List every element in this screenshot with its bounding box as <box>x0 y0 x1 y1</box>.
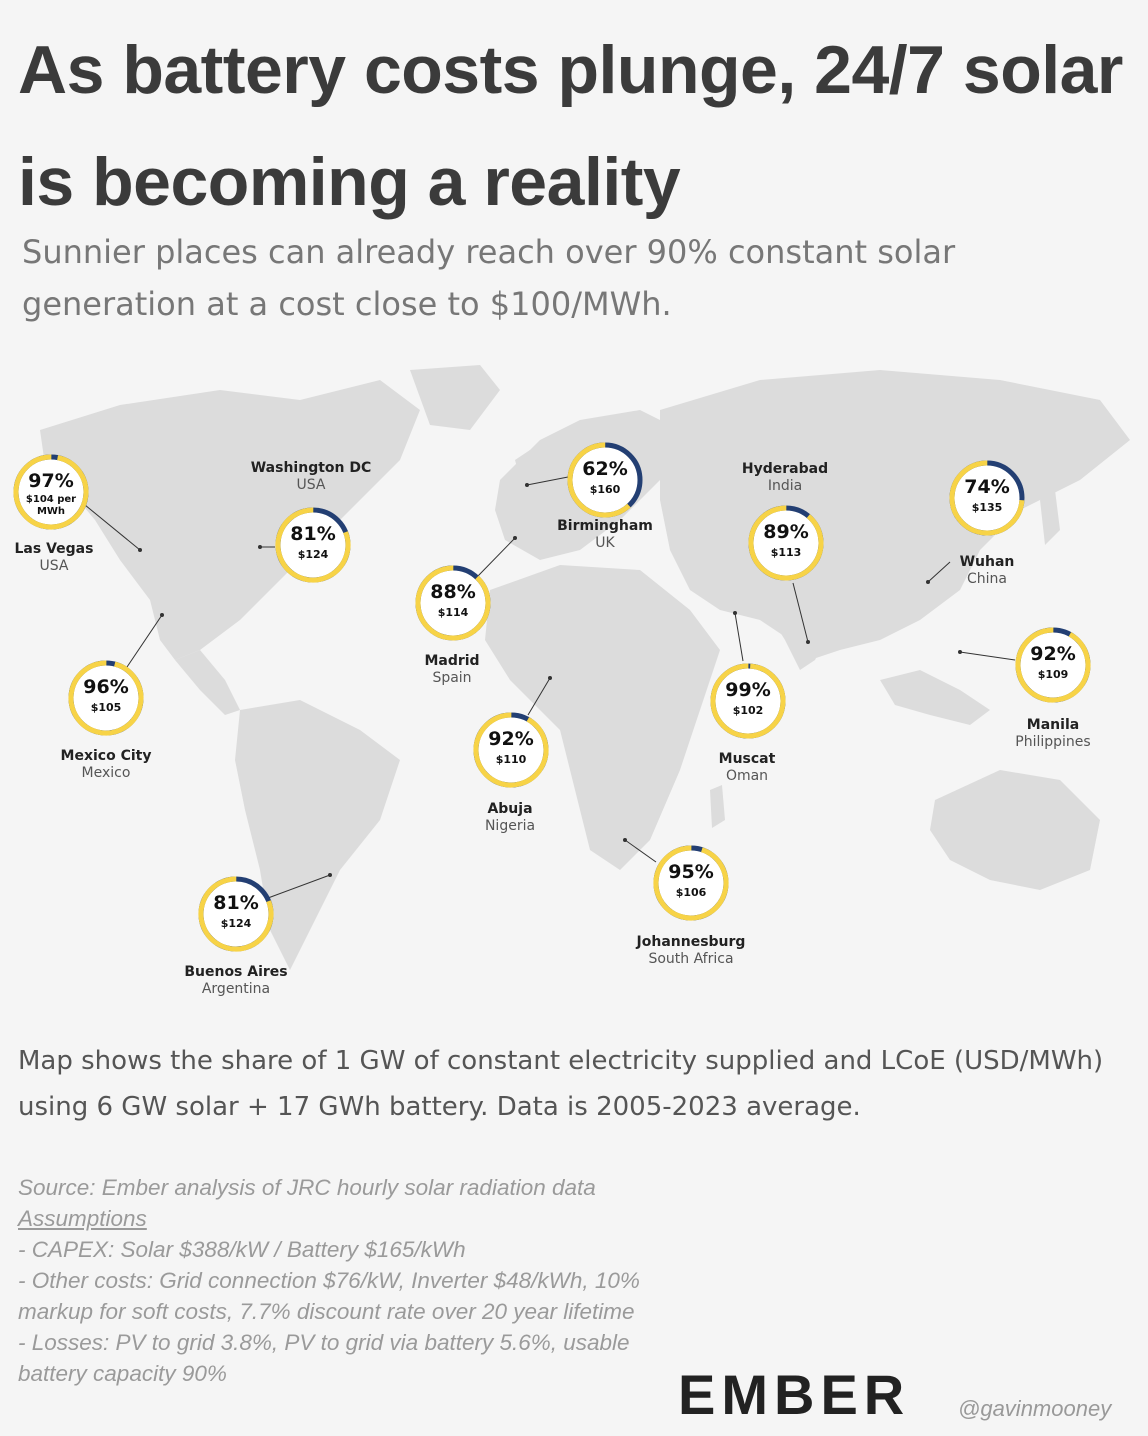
city-label-mexico-city: Mexico City Mexico <box>36 748 176 782</box>
marker-buenos-aires: 81% $124 <box>196 874 276 954</box>
share-label: 81% <box>213 892 259 914</box>
world-map: 97% $104 per MWh Las Vegas USA 81% $124 … <box>0 350 1148 1030</box>
ember-logo: EMBER <box>678 1363 911 1426</box>
city-label-las-vegas: Las Vegas USA <box>0 541 124 575</box>
country-name: India <box>767 478 803 494</box>
share-label: 88% <box>430 581 476 603</box>
country-name: USA <box>296 477 326 493</box>
city-label-madrid: Madrid Spain <box>382 653 522 687</box>
country-name: Nigeria <box>484 818 536 834</box>
cost-label: $124 <box>220 917 252 930</box>
country-name: Mexico <box>81 765 131 781</box>
city-name: Madrid <box>424 653 480 669</box>
assumption-item: - CAPEX: Solar $388/kW / Battery $165/kW… <box>18 1237 466 1262</box>
marker-manila: 92% $109 <box>1013 625 1093 705</box>
cost-label: $102 <box>732 704 764 717</box>
marker-birmingham: 62% $160 <box>565 440 645 520</box>
assumption-item: - Other costs: Grid connection $76/kW, I… <box>18 1268 640 1324</box>
country-name: Oman <box>725 768 769 784</box>
cost-label: $114 <box>437 606 469 619</box>
city-name: Hyderabad <box>741 461 829 477</box>
city-name: Johannesburg <box>636 934 746 950</box>
cost-label: $135 <box>971 501 1003 514</box>
assumptions-heading: Assumptions <box>18 1206 147 1231</box>
city-name: Muscat <box>718 751 776 767</box>
country-name: Argentina <box>201 981 271 997</box>
country-name: UK <box>595 535 615 551</box>
marker-mexico-city: 96% $105 <box>66 658 146 738</box>
source-line: Source: Ember analysis of JRC hourly sol… <box>18 1175 596 1200</box>
marker-wuhan: 74% $135 <box>947 458 1027 538</box>
share-label: 97% <box>28 470 74 492</box>
city-label-hyderabad: Hyderabad India <box>715 461 855 495</box>
source-notes: Source: Ember analysis of JRC hourly sol… <box>18 1172 658 1389</box>
cost-label: $160 <box>589 483 621 496</box>
cost-label: $106 <box>675 886 707 899</box>
share-label: 89% <box>763 521 809 543</box>
city-name: Wuhan <box>959 554 1015 570</box>
country-name: Spain <box>432 670 472 686</box>
map-note: Map shows the share of 1 GW of constant … <box>18 1046 1104 1122</box>
city-label-abuja: Abuja Nigeria <box>440 801 580 835</box>
marker-hyderabad: 89% $113 <box>746 503 826 583</box>
share-label: 92% <box>488 728 534 750</box>
cost-label: $109 <box>1037 668 1069 681</box>
city-name: Birmingham <box>557 518 653 534</box>
city-name: Las Vegas <box>14 541 94 557</box>
country-name: Philippines <box>1015 734 1091 750</box>
share-label: 81% <box>290 523 336 545</box>
city-name: Mexico City <box>60 748 152 764</box>
marker-abuja: 92% $110 <box>471 710 551 790</box>
share-label: 92% <box>1030 643 1076 665</box>
share-label: 96% <box>83 676 129 698</box>
author-handle: @gavinmooney <box>958 1396 1112 1421</box>
marker-madrid: 88% $114 <box>413 563 493 643</box>
city-label-johannesburg: Johannesburg South Africa <box>621 934 761 968</box>
city-label-manila: Manila Philippines <box>983 717 1123 751</box>
share-label: 95% <box>668 861 714 883</box>
leader-lines <box>84 476 1016 899</box>
cost-label: $124 <box>297 548 329 561</box>
page-subtitle: Sunnier places can already reach over 90… <box>22 233 956 323</box>
marker-johannesburg: 95% $106 <box>651 843 731 923</box>
city-name: Washington DC <box>250 460 372 476</box>
share-label: 99% <box>725 679 771 701</box>
city-label-birmingham: Birmingham UK <box>535 518 675 552</box>
city-label-muscat: Muscat Oman <box>677 751 817 785</box>
cost-label: $105 <box>90 701 122 714</box>
city-name: Abuja <box>487 801 533 817</box>
country-name: China <box>967 571 1007 587</box>
marker-muscat: 99% $102 <box>708 661 788 741</box>
city-label-washington: Washington DC USA <box>241 460 381 494</box>
country-name: USA <box>39 558 69 574</box>
country-name: South Africa <box>648 951 734 967</box>
city-dots <box>138 483 962 877</box>
marker-las-vegas: 97% $104 per MWh <box>11 452 91 532</box>
page-title: As battery costs plunge, 24/7 solar is b… <box>18 32 1123 220</box>
cost-label: $104 per MWh <box>25 494 77 517</box>
city-name: Manila <box>1026 717 1080 733</box>
assumption-item: - Losses: PV to grid 3.8%, PV to grid vi… <box>18 1330 630 1386</box>
city-name: Buenos Aires <box>184 964 288 980</box>
marker-washington: 81% $124 <box>273 505 353 585</box>
city-label-buenos-aires: Buenos Aires Argentina <box>166 964 306 998</box>
city-label-wuhan: Wuhan China <box>917 554 1057 588</box>
share-label: 62% <box>582 458 628 480</box>
cost-label: $110 <box>495 753 527 766</box>
share-label: 74% <box>964 476 1010 498</box>
cost-label: $113 <box>770 546 802 559</box>
